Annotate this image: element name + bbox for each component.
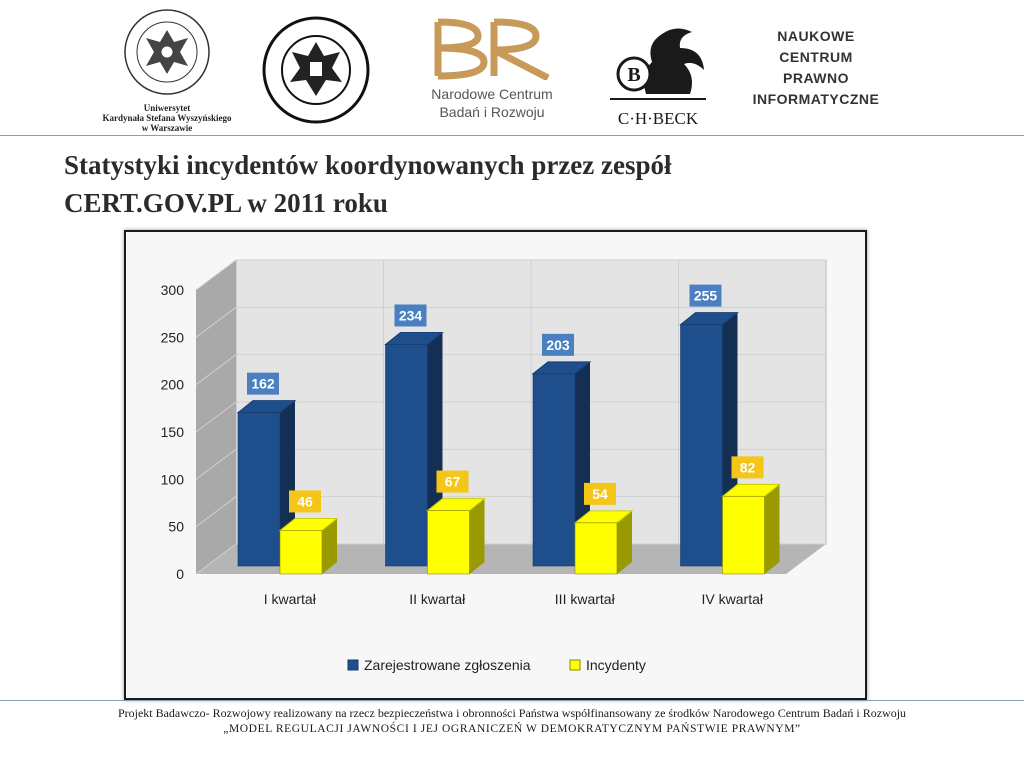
uksw-caption-3: w Warszawie [141, 123, 193, 133]
bar-zarejestrowane [237, 412, 281, 567]
legend-swatch [569, 659, 581, 671]
data-label: 67 [445, 474, 461, 490]
slide-title: Statystyki incydentów koordynowanych prz… [64, 146, 672, 222]
data-label-box [542, 333, 574, 356]
gridline [195, 259, 826, 291]
y-tick-label: 100 [161, 471, 185, 487]
x-tick-label: II kwartał [409, 591, 466, 607]
bar-side [469, 498, 485, 574]
data-label-box [436, 470, 469, 493]
data-label: 82 [740, 459, 756, 475]
data-label: 234 [399, 307, 423, 323]
data-label: 54 [592, 486, 608, 502]
ncbr-line-2: Badań i Rozwoju [439, 104, 545, 120]
legend-swatch [347, 659, 359, 671]
title-line-2: CERT.GOV.PL w 2011 roku [64, 188, 388, 218]
bar-incydenty [722, 496, 765, 575]
ncpi-line-3: PRAWNO [783, 70, 849, 86]
gridline [195, 496, 826, 528]
title-line-1: Statystyki incydentów koordynowanych prz… [64, 150, 672, 180]
footer-line-2: „MODEL REGULACJI JAWNOŚCI I JEJ OGRANICZ… [223, 723, 801, 735]
top-divider [0, 135, 1024, 136]
logo-strip: Uniwersytet Kardynała Stefana Wyszyńskie… [0, 0, 1024, 134]
bar-zarejestrowane [385, 344, 428, 567]
gridline [195, 448, 826, 480]
ncpi-logo: NAUKOWE CENTRUM PRAWNO INFORMATYCZNE [736, 26, 896, 110]
y-tick-label: 0 [176, 566, 184, 582]
data-label: 255 [694, 288, 718, 304]
beck-text: C·H·BECK [617, 109, 699, 128]
uwr-logo [262, 16, 370, 124]
bar-zarejestrowane [680, 324, 723, 567]
x-tick-label: IV kwartał [702, 591, 764, 607]
data-label-box [584, 482, 616, 505]
uksw-logo: Uniwersytet Kardynała Stefana Wyszyńskie… [96, 8, 238, 134]
gridline [195, 354, 826, 386]
ncpi-line-4: INFORMATYCZNE [752, 91, 880, 107]
y-tick-label: 150 [161, 424, 185, 440]
bar-zarejestrowane [532, 373, 576, 567]
beck-logo: B C·H·BECK [606, 14, 710, 130]
data-label-box [394, 304, 427, 327]
bar-side [617, 510, 632, 574]
bar-chart: 0 50 100 150 200 250 300 162 46 I kwartał 234 67 II … [161, 259, 827, 673]
chart-floor [196, 544, 826, 574]
uksw-caption-2: Kardynała Stefana Wyszyńskiego [102, 113, 232, 123]
x-tick-label: I kwartał [264, 591, 317, 607]
chart-frame: 0 50 100 150 200 250 300 162 46 I kwartał 234 67 II … [124, 230, 867, 700]
ncpi-line-2: CENTRUM [779, 49, 853, 65]
legend-label: Incydenty [586, 657, 646, 673]
data-label: 203 [546, 337, 570, 353]
data-label-box [289, 490, 321, 513]
x-tick-label: III kwartał [555, 591, 616, 607]
footer-line-1: Projekt Badawczo- Rozwojowy realizowany … [117, 706, 907, 720]
beck-letter: B [627, 64, 640, 86]
ncbr-line-1: Narodowe Centrum [431, 86, 553, 102]
ncpi-line-1: NAUKOWE [777, 28, 855, 44]
y-tick-label: 300 [161, 282, 185, 298]
data-label-box [689, 284, 722, 307]
data-label: 162 [251, 376, 275, 392]
y-tick-label: 200 [161, 377, 185, 393]
bar-incydenty [574, 522, 618, 575]
gridline [195, 401, 826, 433]
ncbr-logo: Narodowe Centrum Badań i Rozwoju [398, 14, 586, 126]
bottom-divider [0, 700, 1024, 701]
bar-side [322, 518, 337, 574]
data-label: 46 [297, 493, 313, 509]
data-label-box [247, 372, 279, 395]
bar-incydenty [279, 530, 323, 575]
bar-incydenty [427, 510, 470, 575]
y-tick-label: 250 [161, 329, 185, 345]
data-label-box [731, 456, 764, 479]
bar-side [764, 484, 780, 574]
gridline [195, 306, 826, 338]
uksw-caption-1: Uniwersytet [143, 103, 191, 113]
legend-label: Zarejestrowane zgłoszenia [364, 657, 531, 673]
y-tick-label: 50 [168, 519, 184, 535]
